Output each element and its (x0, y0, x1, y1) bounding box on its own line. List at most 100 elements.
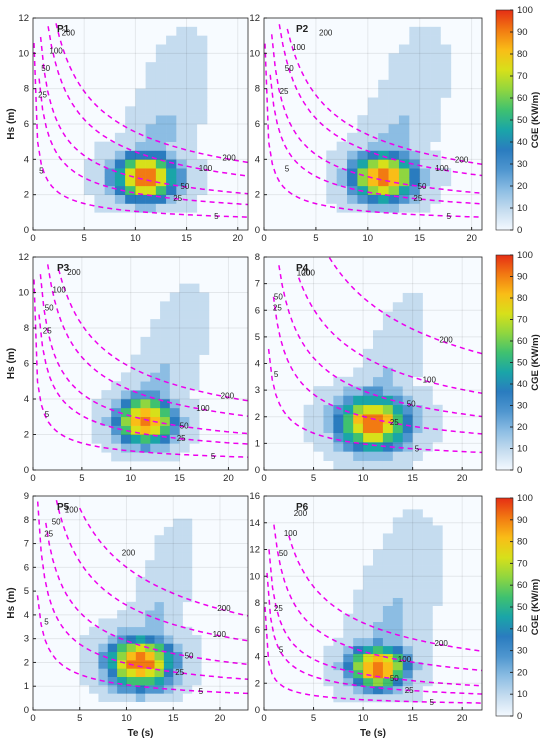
heatmap-cell (155, 132, 167, 142)
heatmap-cell (412, 386, 423, 396)
colorbar-tick-label: 40 (517, 379, 528, 390)
heatmap-cell (373, 460, 384, 471)
heatmap-cell (130, 381, 141, 391)
heatmap-cell (412, 645, 423, 655)
colorbar-tick-label: 70 (517, 71, 528, 82)
heatmap-cell (382, 621, 394, 631)
heatmap-cell (343, 432, 354, 443)
heatmap-cell (163, 568, 174, 578)
heatmap-cell (166, 35, 177, 45)
heatmap-cell (333, 645, 344, 655)
heatmap-cell (145, 88, 157, 98)
x-tick-label: 5 (77, 713, 82, 724)
iso-curve-label-end: 5 (211, 452, 216, 461)
x-tick-label: 10 (130, 233, 141, 244)
heatmap-cell (378, 132, 389, 142)
iso-curve-label-start: 50 (52, 518, 61, 527)
iso-curve-label-end: 100 (196, 404, 210, 413)
colorbar-3: 0 10 20 30 40 50 60 70 80 90 100 CGE (KW/m) (495, 493, 541, 722)
heatmap-cell (402, 693, 413, 703)
y-tick-label: 6 (255, 305, 260, 316)
heatmap-cell (145, 668, 155, 678)
heatmap-cell (189, 283, 200, 293)
heatmap-cell (176, 26, 187, 36)
heatmap-cell (176, 132, 187, 142)
heatmap-cell (398, 159, 410, 169)
heatmap-cell (169, 399, 180, 409)
heatmap-cell (402, 645, 413, 655)
heatmap-cell (336, 150, 348, 160)
heatmap-cell (347, 203, 358, 213)
heatmap-cell (98, 618, 109, 628)
heatmap-cell (163, 635, 174, 644)
heatmap-cell (373, 395, 384, 406)
heatmap-cell (430, 106, 441, 116)
heatmap-cell (430, 71, 441, 81)
heatmap-cell (382, 358, 394, 368)
heatmap-cell (412, 669, 423, 679)
heatmap-cell (173, 610, 183, 619)
y-tick-label: 12 (18, 13, 29, 24)
iso-curve-5 (267, 348, 482, 454)
iso-curve-100 (273, 524, 482, 672)
heatmap-cell (347, 150, 358, 160)
heatmap-cell (367, 124, 379, 134)
heatmap-cell (363, 423, 374, 434)
heatmap-cell (402, 677, 413, 687)
iso-curve-50 (278, 265, 482, 418)
heatmap-cell (343, 637, 354, 647)
heatmap-cell (422, 661, 433, 671)
heatmap-cell (388, 88, 400, 98)
heatmap-cell (422, 565, 433, 574)
heatmap-cell (412, 451, 423, 461)
heatmap-cell (388, 168, 400, 178)
heatmap-cell (135, 141, 146, 151)
heatmap-cell (392, 605, 404, 614)
colorbar-tick-label: 90 (517, 515, 528, 526)
heatmap-cell (357, 168, 369, 178)
heatmap-cell (173, 585, 183, 594)
heatmap-cell (155, 115, 167, 125)
heatmap-cell (412, 302, 423, 312)
heatmap-cell (412, 367, 423, 378)
heatmap-cell (353, 653, 364, 663)
heatmap-cell (163, 576, 174, 586)
heatmap-cell (117, 626, 127, 636)
heatmap-cell (398, 150, 410, 160)
heatmap-cell (392, 432, 404, 443)
iso-curve-label-end: 25 (177, 434, 186, 443)
heatmap-cell (382, 677, 394, 687)
heatmap-cell (388, 97, 400, 107)
heatmap-cell (160, 363, 171, 373)
heatmap-cell (182, 518, 193, 528)
heatmap-cell (117, 651, 127, 661)
heatmap-cell (79, 635, 90, 644)
heatmap-cell (422, 442, 433, 452)
heatmap-cell (196, 62, 208, 72)
heatmap-cell (196, 35, 208, 45)
heatmap-cell (412, 395, 423, 406)
y-tick-label: 2 (255, 190, 260, 201)
heatmap-cell (173, 526, 183, 536)
heatmap-cell (155, 168, 167, 178)
heatmap-cell (155, 71, 167, 81)
heatmap-cell (126, 651, 137, 661)
heatmap-cell (363, 565, 374, 574)
heatmap-cell (169, 407, 180, 418)
heatmap-cell (382, 653, 394, 663)
heatmap-cell (402, 597, 413, 606)
heatmap-cell (145, 685, 155, 694)
heatmap-cell (392, 367, 404, 378)
iso-curve-200 (328, 257, 482, 355)
heatmap-cell (89, 643, 99, 653)
heatmap-cell (402, 653, 413, 663)
heatmap-cell (373, 677, 384, 687)
heatmap-cell (422, 605, 433, 614)
heatmap-cell (419, 106, 431, 116)
heatmap-cell (191, 668, 202, 678)
heatmap-cell (363, 573, 374, 582)
heatmap-cell (353, 432, 364, 443)
